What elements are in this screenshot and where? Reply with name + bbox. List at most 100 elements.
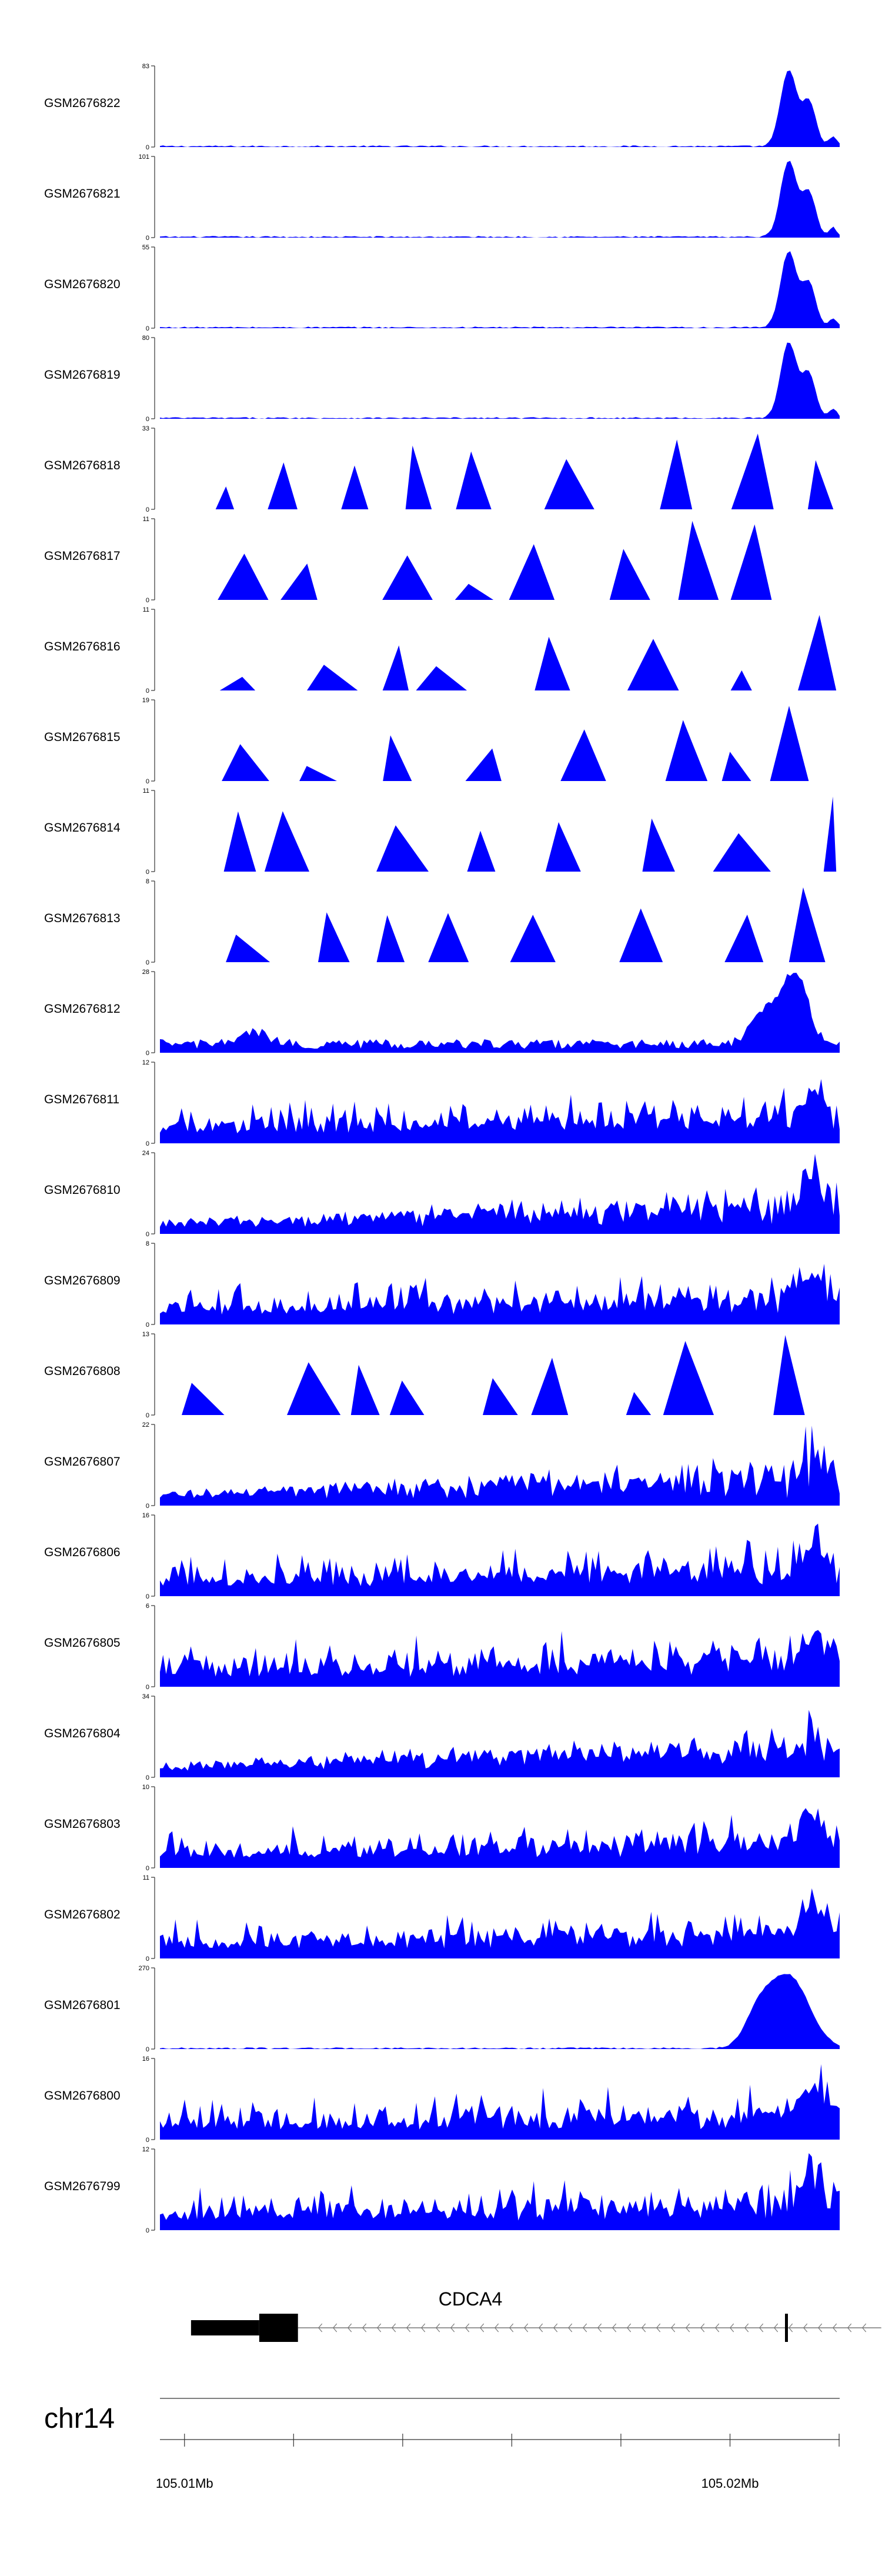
track: GSM2676809 8 0 [44, 1240, 840, 1329]
track-ymax-label: 101 [139, 154, 149, 161]
track-label: GSM2676800 [44, 2089, 121, 2103]
strand-chevron [773, 2323, 779, 2333]
chromosome-label: chr14 [44, 2403, 115, 2434]
track-ymax-label: 33 [142, 425, 149, 432]
track-ymax-label: 6 [146, 1603, 149, 1610]
signal-area [160, 70, 840, 148]
track-ymax-label: 11 [143, 606, 149, 613]
track: GSM2676812 28 0 [44, 969, 840, 1057]
track: GSM2676813 8 0 [44, 878, 840, 966]
track-label: GSM2676805 [44, 1636, 121, 1650]
track: GSM2676801 270 0 [44, 1965, 840, 2053]
track-zero-label: 0 [146, 144, 149, 151]
axis-ticks: 105.01Mb 105.02Mb [156, 2434, 840, 2491]
signal-area [160, 1426, 840, 1506]
track: GSM2676808 13 0 [44, 1331, 840, 1419]
strand-chevron [744, 2323, 749, 2333]
strand-chevron [582, 2323, 587, 2333]
track-zero-label: 0 [146, 597, 149, 604]
strand-chevron [729, 2323, 734, 2333]
track-zero-label: 0 [146, 1140, 149, 1147]
signal-area [160, 1263, 840, 1324]
signal-area [160, 342, 840, 419]
track-zero-label: 0 [146, 959, 149, 966]
signal-area [160, 1888, 840, 1958]
strand-chevron [847, 2323, 852, 2333]
track-zero-label: 0 [146, 2227, 149, 2234]
track: GSM2676800 16 0 [44, 2056, 840, 2144]
track: GSM2676822 83 0 [44, 63, 840, 151]
signal-area [160, 1974, 840, 2049]
strand-chevron [817, 2323, 823, 2333]
strand-chevron [523, 2323, 529, 2333]
strand-chevron [553, 2323, 558, 2333]
strand-chevron [347, 2323, 352, 2333]
track-label: GSM2676815 [44, 730, 121, 744]
track: GSM2676816 11 0 [44, 606, 840, 695]
strand-chevron [538, 2323, 543, 2333]
signal-area [160, 706, 840, 781]
track: GSM2676818 33 0 [44, 425, 840, 513]
signal-area [160, 1154, 840, 1234]
track-zero-label: 0 [146, 2046, 149, 2053]
track-zero-label: 0 [146, 1050, 149, 1057]
track-zero-label: 0 [146, 1503, 149, 1510]
track-zero-label: 0 [146, 506, 149, 513]
utr-exon [191, 2320, 259, 2335]
strand-chevron [318, 2323, 323, 2333]
track: GSM2676806 16 0 [44, 1512, 840, 1600]
strand-chevron [788, 2323, 793, 2333]
signal-tracks: GSM2676822 83 0 GSM2676821 101 0 GSM2676820 55 0… [44, 63, 840, 2234]
signal-area [160, 1710, 840, 1777]
track-zero-label: 0 [146, 2137, 149, 2144]
signal-area [160, 251, 840, 328]
track: GSM2676819 80 0 [44, 335, 840, 423]
strand-chevron [759, 2323, 764, 2333]
track-zero-label: 0 [146, 1593, 149, 1600]
track-zero-label: 0 [146, 1774, 149, 1781]
track-zero-label: 0 [146, 1231, 149, 1238]
track-ymax-label: 11 [143, 516, 149, 523]
track-label: GSM2676802 [44, 1908, 121, 1921]
track-ymax-label: 270 [139, 1965, 149, 1972]
strand-chevron [494, 2323, 499, 2333]
track-label: GSM2676808 [44, 1364, 121, 1378]
track: GSM2676811 12 0 [44, 1059, 840, 1147]
strand-chevron [832, 2323, 837, 2333]
genome-axis: chr14 105.01Mb 105.02Mb [44, 2398, 840, 2491]
signal-area [160, 1523, 840, 1596]
track-ymax-label: 19 [142, 697, 149, 704]
utr-exon [785, 2314, 788, 2342]
gene-model [191, 2314, 881, 2342]
track-label: GSM2676812 [44, 1002, 121, 1016]
track-label: GSM2676811 [44, 1093, 119, 1106]
strand-chevron [612, 2323, 617, 2333]
track-label: GSM2676819 [44, 368, 121, 382]
signal-area [160, 1630, 840, 1687]
strand-chevron [656, 2323, 661, 2333]
signal-area [160, 520, 840, 600]
track: GSM2676814 11 0 [44, 788, 840, 876]
track-label: GSM2676807 [44, 1455, 121, 1469]
signal-area [160, 433, 840, 509]
track-label: GSM2676809 [44, 1274, 121, 1287]
track: GSM2676810 24 0 [44, 1150, 840, 1238]
track-ymax-label: 34 [142, 1693, 149, 1700]
strand-chevron [450, 2323, 455, 2333]
strand-chevron [465, 2323, 470, 2333]
gene-track: CDCA4 [191, 2288, 881, 2342]
track-ymax-label: 80 [142, 335, 149, 342]
track-ymax-label: 83 [142, 63, 149, 70]
track-zero-label: 0 [146, 1684, 149, 1691]
cds-exon [259, 2314, 298, 2342]
strand-chevron [685, 2323, 690, 2333]
track-ymax-label: 12 [142, 1059, 149, 1066]
track: GSM2676802 11 0 [44, 1874, 840, 1963]
signal-area [160, 2064, 840, 2140]
track-label: GSM2676813 [44, 912, 121, 925]
track: GSM2676807 22 0 [44, 1422, 840, 1510]
track-zero-label: 0 [146, 325, 149, 332]
signal-area [160, 1335, 840, 1415]
track-ymax-label: 8 [146, 878, 149, 885]
